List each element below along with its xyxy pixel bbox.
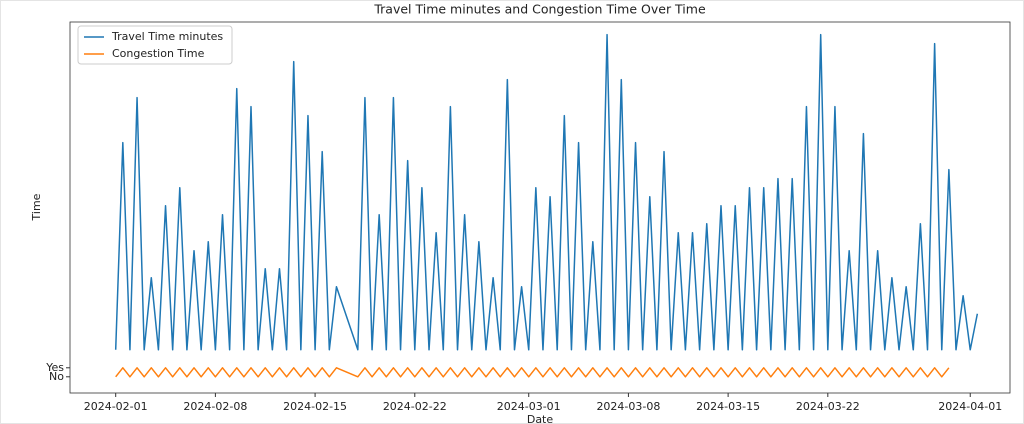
series-line (115, 367, 950, 378)
x-tick-label: 2024-03-08 (596, 400, 660, 413)
legend-label: Congestion Time (112, 47, 205, 60)
x-tick-label: 2024-03-22 (796, 400, 860, 413)
legend-label: Travel Time minutes (111, 30, 223, 43)
y-tick-label: Yes (45, 361, 64, 374)
plot-area (69, 21, 1011, 394)
chart-title: Travel Time minutes and Congestion Time … (373, 2, 706, 17)
x-axis-label: Date (527, 413, 554, 424)
x-tick-label: 2024-04-01 (938, 400, 1002, 413)
x-tick-label: 2024-03-01 (497, 400, 561, 413)
x-tick-label: 2024-02-15 (283, 400, 347, 413)
legend-box (77, 25, 233, 65)
y-axis-label: Time (30, 193, 43, 221)
x-tick-label: 2024-02-01 (84, 400, 148, 413)
x-tick-label: 2024-03-15 (696, 400, 760, 413)
series-line (114, 33, 979, 351)
x-tick-label: 2024-02-22 (383, 400, 447, 413)
x-tick-label: 2024-02-08 (183, 400, 247, 413)
y-tick-label: No (49, 370, 64, 383)
